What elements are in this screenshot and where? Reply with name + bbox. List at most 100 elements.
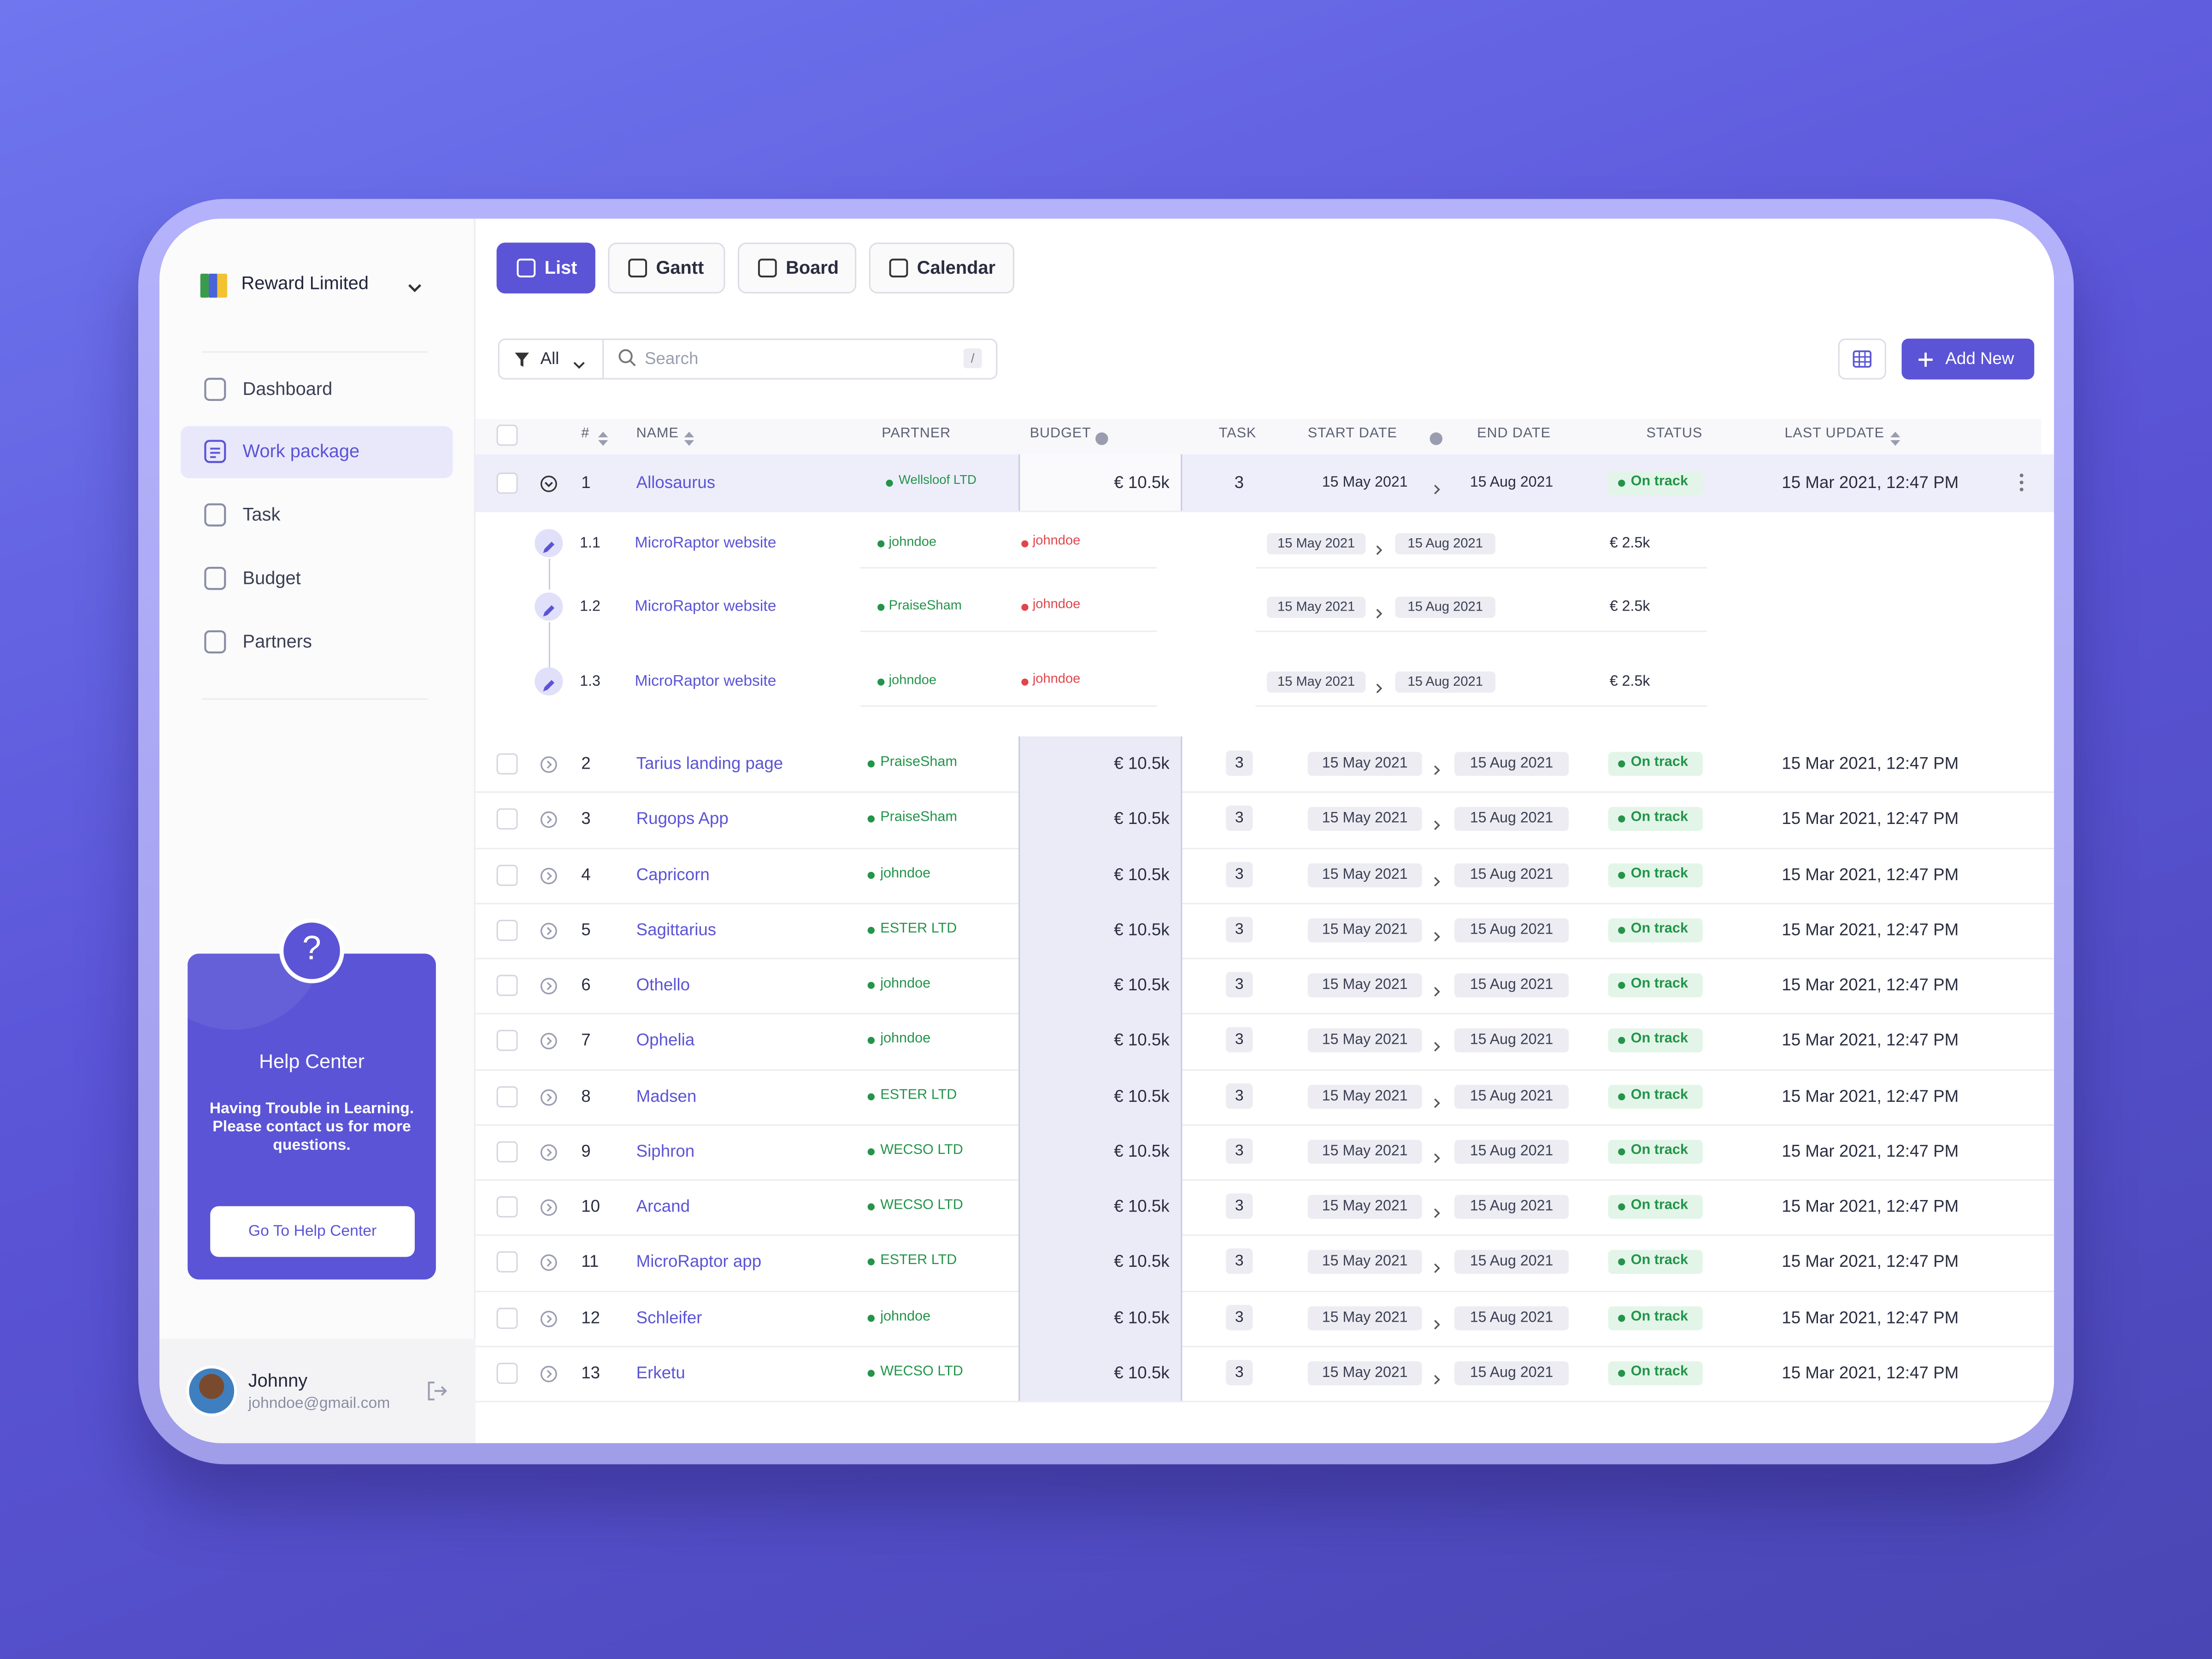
- grid-toggle[interactable]: [1838, 338, 1886, 380]
- partner-dot: [877, 604, 885, 611]
- subtask-name[interactable]: MicroRaptor website: [635, 673, 777, 690]
- sort-icon[interactable]: [684, 428, 694, 446]
- add-icon[interactable]: [1917, 350, 1934, 367]
- expand-toggle[interactable]: [540, 474, 557, 492]
- view-tab[interactable]: [608, 242, 725, 294]
- search-icon-glyph: [618, 349, 636, 366]
- filter-box[interactable]: [498, 338, 998, 380]
- app-window: Reward Limited Dashboard Work package Task B…: [159, 218, 2054, 1443]
- subtask-icon[interactable]: [542, 600, 556, 617]
- subtask-name[interactable]: MicroRaptor website: [635, 535, 777, 552]
- expand-toggle-glyph: [540, 1254, 557, 1271]
- row-number: 8: [581, 1085, 591, 1106]
- row-name[interactable]: Siphron: [636, 1141, 695, 1161]
- row-name[interactable]: Othello: [636, 975, 690, 995]
- row-name[interactable]: Schleifer: [636, 1307, 702, 1327]
- view-tab-label[interactable]: Board: [786, 257, 839, 278]
- expand-toggle[interactable]: [540, 865, 557, 884]
- view-tab[interactable]: [738, 242, 857, 294]
- row-checkbox[interactable]: [496, 1252, 518, 1273]
- view-tab-label[interactable]: Gantt: [656, 257, 704, 278]
- header-checkbox[interactable]: [496, 424, 518, 446]
- view-tab[interactable]: [869, 242, 1015, 294]
- expand-toggle[interactable]: [540, 1087, 557, 1106]
- view-tab-icon[interactable]: [758, 258, 777, 278]
- nav-icon[interactable]: [203, 629, 227, 654]
- row-checkbox[interactable]: [496, 1030, 518, 1052]
- row-checkbox[interactable]: [496, 975, 518, 996]
- nav-icon[interactable]: [203, 566, 227, 591]
- row-name[interactable]: Capricorn: [636, 864, 710, 884]
- row-name[interactable]: Sagittarius: [636, 919, 717, 940]
- row-checkbox[interactable]: [496, 1196, 518, 1218]
- nav-item[interactable]: Dashboard: [242, 378, 333, 400]
- expand-toggle[interactable]: [540, 810, 557, 829]
- row-name[interactable]: MicroRaptor app: [636, 1252, 762, 1271]
- view-tab-label[interactable]: Calendar: [917, 257, 996, 278]
- expand-toggle[interactable]: [540, 1032, 557, 1050]
- view-tab-icon-glyph: [758, 259, 777, 277]
- row-name[interactable]: Rugops App: [636, 808, 729, 829]
- expand-toggle[interactable]: [540, 921, 557, 939]
- date-arrow-glyph: [1434, 1097, 1440, 1107]
- expand-toggle[interactable]: [540, 1198, 557, 1216]
- view-tab-icon[interactable]: [889, 258, 909, 278]
- sort-icon[interactable]: [1890, 428, 1900, 446]
- filter-icon[interactable]: [513, 350, 530, 367]
- subtask-end: 15 Aug 2021: [1395, 533, 1495, 555]
- row-name[interactable]: Erketu: [636, 1362, 685, 1382]
- column-header: START DATE: [1307, 426, 1397, 442]
- help-button[interactable]: Go To Help Center: [248, 1223, 377, 1240]
- nav-icon[interactable]: [203, 502, 227, 528]
- sort-icon[interactable]: [598, 428, 608, 446]
- help-button-bg[interactable]: [210, 1206, 415, 1257]
- subtask-icon[interactable]: [542, 536, 556, 553]
- nav-item[interactable]: Partners: [242, 630, 312, 652]
- row-checkbox[interactable]: [496, 1141, 518, 1162]
- row-checkbox[interactable]: [496, 864, 518, 885]
- expand-toggle[interactable]: [540, 755, 557, 773]
- expand-toggle[interactable]: [540, 1364, 557, 1382]
- expand-toggle[interactable]: [540, 1308, 557, 1327]
- budget-cell: [1018, 1345, 1182, 1401]
- nav-item[interactable]: Task: [242, 503, 281, 525]
- workspace-chevron[interactable]: [406, 276, 424, 293]
- row-checkbox[interactable]: [496, 753, 518, 775]
- row-checkbox[interactable]: [496, 808, 518, 830]
- row-name[interactable]: Ophelia: [636, 1030, 695, 1050]
- filter-label[interactable]: All: [540, 348, 559, 368]
- add-label[interactable]: Add New: [1945, 348, 2014, 368]
- logout-icon[interactable]: [426, 1381, 447, 1401]
- grid-icon[interactable]: [1852, 350, 1872, 368]
- view-tab-icon[interactable]: [516, 258, 536, 278]
- row-checkbox[interactable]: [496, 919, 518, 941]
- expand-toggle[interactable]: [540, 1253, 557, 1271]
- expand-toggle[interactable]: [540, 1142, 557, 1161]
- date-arrow-glyph: [1434, 1319, 1440, 1329]
- row-name[interactable]: Arcand: [636, 1196, 690, 1216]
- view-tab-label[interactable]: List: [544, 257, 577, 278]
- subtask-icon[interactable]: [542, 674, 556, 691]
- row-checkbox[interactable]: [496, 1085, 518, 1107]
- view-tab-icon[interactable]: [628, 258, 647, 278]
- row-name[interactable]: Tarius landing page: [636, 753, 783, 773]
- subtask-name[interactable]: MicroRaptor website: [635, 598, 777, 615]
- budget-cell: [1018, 958, 1182, 1013]
- filter-chevron[interactable]: [573, 353, 586, 369]
- expand-toggle[interactable]: [540, 976, 557, 994]
- nav-item[interactable]: Budget: [242, 567, 301, 588]
- row-checkbox[interactable]: [496, 1307, 518, 1329]
- nav-item[interactable]: Work package: [242, 440, 360, 462]
- row-menu[interactable]: [2018, 473, 2026, 493]
- row-checkbox[interactable]: [496, 1362, 518, 1384]
- start-date: 15 May 2021: [1307, 1250, 1422, 1275]
- nav-icon[interactable]: [203, 439, 227, 464]
- view-tab[interactable]: [496, 242, 595, 294]
- row-checkbox[interactable]: [496, 472, 518, 494]
- nav-icon[interactable]: [203, 377, 227, 402]
- row-name[interactable]: Madsen: [636, 1085, 697, 1106]
- row-name[interactable]: Allosaurus: [636, 472, 716, 493]
- end-date: 15 Aug 2021: [1454, 1139, 1569, 1164]
- logo-bar: [209, 273, 218, 298]
- search-input[interactable]: Search: [644, 348, 699, 368]
